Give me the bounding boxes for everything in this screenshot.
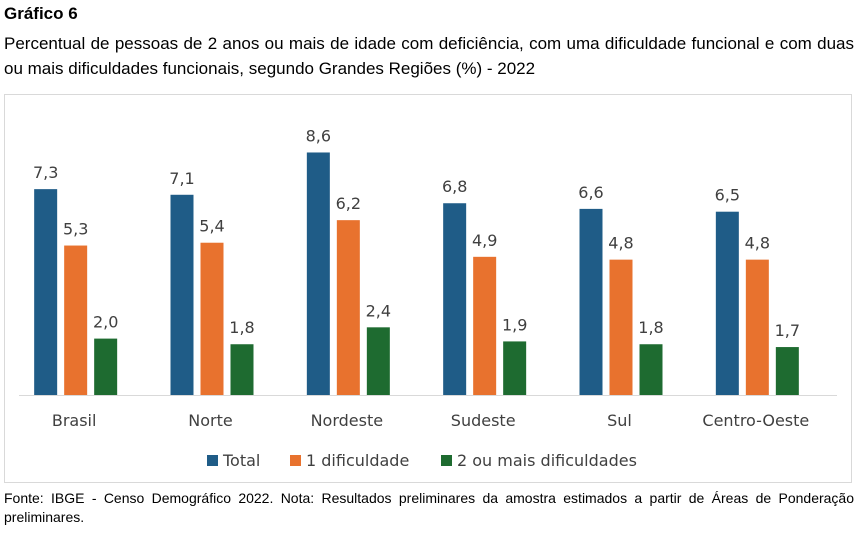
bar-chart: 7,3 5,3 2,0 Brasil 7,1 5,4 1,8 Norte 8,6 6,2 2,4 No… [19, 126, 837, 470]
data-label: 1,9 [502, 315, 527, 334]
data-label: 7,3 [33, 163, 58, 182]
data-label: 7,1 [169, 169, 194, 188]
category-label: Sudeste [451, 411, 516, 430]
legend-item-1-dificuldade: 1 dificuldade [290, 451, 409, 470]
category-label: Brasil [52, 411, 97, 430]
bar-1-dificuldade-sul [609, 259, 633, 395]
bar-1-dificuldade-sudeste [473, 256, 497, 395]
bar-2-ou-mais-dificuldades-brasil [94, 338, 118, 395]
bar-2-ou-mais-dificuldades-centro-oeste [775, 347, 799, 395]
legend-label: 1 dificuldade [306, 451, 409, 470]
data-label: 4,9 [472, 231, 497, 250]
data-label: 6,6 [578, 183, 603, 202]
chart-area: 7,3 5,3 2,0 Brasil 7,1 5,4 1,8 Norte 8,6 6,2 2,4 No… [4, 94, 852, 483]
legend-swatch [290, 455, 301, 466]
bar-2-ou-mais-dificuldades-sudeste [503, 341, 527, 395]
data-label: 1,8 [638, 318, 663, 337]
source-note: Fonte: IBGE - Censo Demográfico 2022. No… [4, 490, 854, 525]
category-label: Centro-Oeste [702, 411, 809, 430]
bar-1-dificuldade-nordeste [336, 220, 360, 395]
bar-2-ou-mais-dificuldades-norte [230, 344, 254, 395]
data-label: 4,8 [745, 234, 770, 253]
data-label: 1,8 [229, 318, 254, 337]
category-label: Nordeste [311, 411, 384, 430]
bar-1-dificuldade-centro-oeste [745, 259, 769, 395]
data-label: 2,4 [366, 301, 391, 320]
bar-total-nordeste [306, 152, 330, 395]
data-label: 6,8 [442, 177, 467, 196]
legend-item-2-ou-mais-dificuldades: 2 ou mais dificuldades [441, 451, 637, 470]
bar-total-centro-oeste [715, 211, 739, 395]
chart-title: Percentual de pessoas de 2 anos ou mais … [4, 34, 854, 78]
data-label: 5,3 [63, 220, 88, 239]
figure-label: Gráfico 6 [4, 4, 78, 23]
data-label: 5,4 [199, 217, 224, 236]
data-label: 4,8 [608, 234, 633, 253]
bar-total-sudeste [443, 203, 467, 395]
bar-2-ou-mais-dificuldades-sul [639, 344, 663, 395]
bar-1-dificuldade-brasil [64, 245, 88, 395]
legend-swatch [441, 455, 452, 466]
data-label: 6,5 [715, 186, 740, 205]
legend-label: 2 ou mais dificuldades [457, 451, 637, 470]
data-label: 8,6 [306, 126, 331, 145]
bar-total-norte [170, 194, 194, 395]
legend-item-total: Total [207, 451, 260, 470]
bar-total-brasil [34, 189, 58, 395]
bar-2-ou-mais-dificuldades-nordeste [366, 327, 390, 395]
legend-label: Total [222, 451, 260, 470]
category-label: Norte [188, 411, 232, 430]
data-label: 6,2 [336, 194, 361, 213]
category-label: Sul [607, 411, 632, 430]
bar-1-dificuldade-norte [200, 242, 224, 395]
legend-swatch [207, 455, 218, 466]
data-label: 1,7 [775, 321, 800, 340]
bar-total-sul [579, 208, 603, 395]
data-label: 2,0 [93, 313, 118, 332]
